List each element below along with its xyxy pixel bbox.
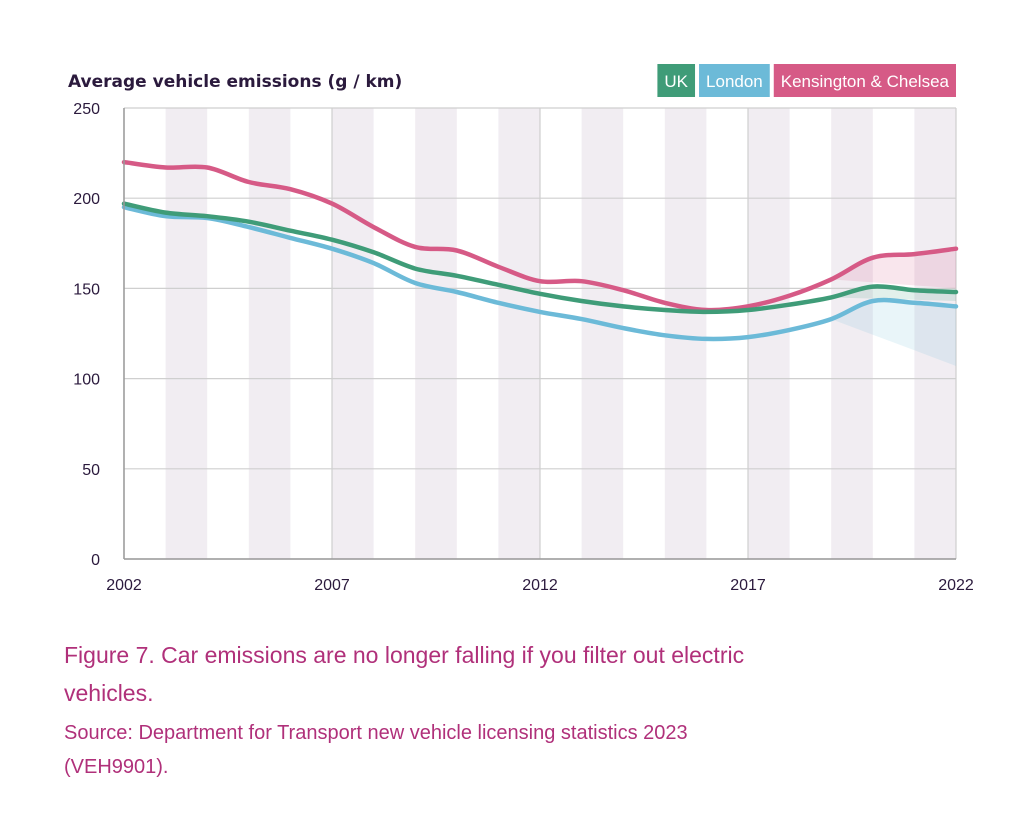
legend-swatch [699,64,770,97]
legend: UK London Kensington & Chelsea [657,64,956,97]
legend-item-kensington-chelsea: Kensington & Chelsea [773,64,956,97]
year-stripe [914,108,956,559]
y-tick-label: 150 [73,281,100,298]
legend-swatch [773,64,956,97]
legend-label: Kensington & Chelsea [781,72,950,91]
year-stripe [831,108,873,559]
legend-swatch [657,64,696,97]
x-tick-label: 2017 [730,577,766,594]
year-stripe [248,108,291,559]
x-tick-label: 2022 [938,577,974,594]
tick-labels: 0 50 100 150 200 250 2002 2007 2012 2017 2022 [73,101,974,594]
emissions-chart: 0 50 100 150 200 250 2002 2007 2012 2017 2022 Aver… [68,64,974,594]
year-stripe [581,108,624,559]
line-london [121,204,959,342]
series-lines [121,159,959,342]
legend-item-london: London [699,64,770,97]
axes [123,108,956,560]
band-kensington-chelsea [831,248,956,289]
y-axis-label: Average vehicle emissions (g / km) [68,72,402,92]
shaded-year-bands [165,108,956,559]
legend-label: London [706,72,763,91]
y-tick-label: 0 [91,552,100,569]
legend-label: UK [664,72,688,91]
x-tick-label: 2002 [106,577,142,594]
line-kensington-chelsea [121,159,959,313]
y-tick-label: 100 [73,372,100,389]
y-tick-label: 50 [82,462,100,479]
year-stripe [415,108,457,559]
x-tick-label: 2007 [314,577,350,594]
year-stripe [498,108,540,559]
legend-item-uk: UK [657,64,696,97]
band-london [831,301,956,366]
figure-source: Source: Department for Transport new veh… [64,722,688,778]
figure-caption: Figure 7. Car emissions are no longer fa… [64,642,745,706]
y-tick-label: 200 [73,191,100,208]
year-stripe [664,108,707,559]
year-stripe [332,108,374,559]
x-tick-label: 2012 [522,577,558,594]
year-stripe [165,108,208,559]
line-uk [121,201,959,315]
y-tick-label: 250 [73,101,100,118]
